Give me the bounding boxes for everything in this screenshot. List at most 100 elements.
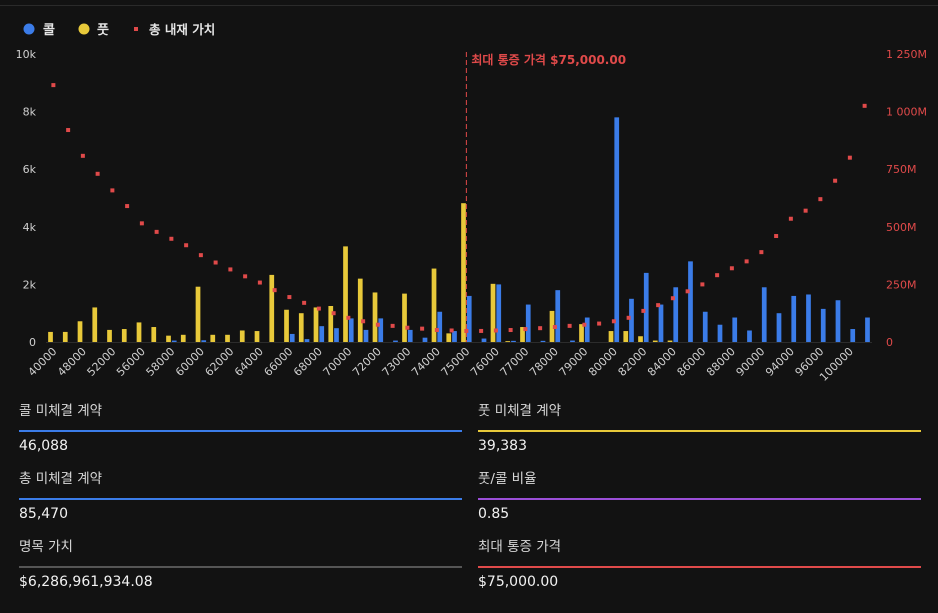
x-tick-label: 84000 [645, 345, 679, 379]
call-bar [658, 304, 664, 342]
intrinsic-point [818, 197, 823, 202]
intrinsic-point [567, 323, 572, 328]
put-bar [505, 341, 511, 342]
call-bar [555, 290, 561, 342]
put-bar [121, 329, 127, 342]
x-tick-label: 78000 [527, 345, 561, 379]
put-bar [254, 331, 260, 342]
intrinsic-point [302, 300, 307, 305]
put-bar [166, 335, 171, 342]
put-bar [239, 330, 245, 342]
call-bar [732, 317, 738, 342]
call-bar [201, 340, 207, 342]
legend-item-put[interactable]: 풋 [78, 23, 110, 38]
intrinsic-point [51, 83, 56, 88]
intrinsic-point [493, 328, 498, 333]
y-left-tick-label: 4k [23, 221, 37, 234]
intrinsic-point [538, 326, 543, 331]
put-bar [667, 340, 673, 342]
intrinsic-point [184, 243, 189, 248]
x-tick-label: 79000 [557, 345, 591, 379]
intrinsic-point [597, 321, 602, 326]
stat-rule [478, 430, 921, 432]
put-bar [579, 324, 584, 342]
stat-label: 콜 미체결 계약 [19, 403, 103, 419]
legend-item-intrinsic[interactable]: 총 내재 가치 [134, 22, 215, 37]
open-interest-chart: 콜 풋 총 내재 가치 0 2k 4k 6k 8k 10k 0 250M 500M 750M 1 0… [16, 22, 927, 384]
stat-label: 풋/콜 비율 [478, 471, 537, 487]
intrinsic-point [405, 325, 410, 330]
plot-area: 0 2k 4k 6k 8k 10k 0 250M 500M 750M 1 000M 1 250M 최대 … [16, 48, 927, 384]
x-tick-label: 77000 [498, 345, 532, 379]
x-tick-label: 60000 [173, 345, 207, 379]
call-bar [437, 311, 443, 342]
x-tick-label: 76000 [468, 345, 502, 379]
stat-put-oi: 풋 미체결 계약 39,383 [478, 396, 921, 464]
x-tick-label: 64000 [232, 345, 266, 379]
intrinsic-point [139, 221, 144, 226]
legend-item-call[interactable]: 콜 [23, 23, 56, 38]
put-bar [372, 292, 378, 342]
y-left-tick-label: 0 [29, 336, 36, 349]
intrinsic-point [243, 274, 248, 279]
put-bar [520, 327, 525, 342]
put-bar [652, 340, 658, 342]
put-bar [461, 203, 466, 342]
call-bar [791, 295, 797, 342]
intrinsic-point [66, 128, 71, 133]
call-bar [865, 317, 870, 342]
intrinsic-point [110, 188, 115, 193]
call-bar [511, 340, 516, 342]
stat-notional-value: 명목 가치 $6,286,961,934.08 [19, 532, 462, 600]
call-bar [393, 340, 398, 342]
stat-put-call-ratio: 풋/콜 비율 0.85 [478, 464, 921, 532]
call-bar [850, 329, 856, 342]
intrinsic-point [729, 266, 734, 271]
intrinsic-point [213, 260, 218, 265]
legend-intrinsic-label: 총 내재 가치 [149, 22, 215, 37]
x-tick-label: 66000 [262, 345, 296, 379]
put-bar [490, 283, 496, 342]
stat-value: $6,286,961,934.08 [19, 574, 153, 590]
x-tick-label: 40000 [26, 345, 60, 379]
call-legend-icon [23, 23, 35, 35]
y-right-tick-label: 750M [886, 163, 917, 176]
intrinsic-point [479, 328, 484, 333]
intrinsic-point [774, 234, 779, 239]
stat-label: 명목 가치 [19, 539, 73, 555]
call-bar [747, 330, 752, 342]
stat-rule [19, 430, 462, 432]
intrinsic-point [862, 103, 867, 108]
intrinsic-point [626, 315, 631, 320]
call-bar [776, 313, 782, 342]
max-pain-annotation: 최대 통증 가격 $75,000.00 [471, 52, 626, 67]
intrinsic-point [552, 325, 557, 330]
x-tick-label: 74000 [409, 345, 443, 379]
stat-rule [19, 498, 462, 500]
put-bar [195, 286, 201, 342]
y-left-tick-label: 10k [16, 48, 37, 61]
intrinsic-point [375, 322, 380, 327]
intrinsic-point [125, 204, 130, 209]
put-bar [210, 334, 216, 342]
intrinsic-point [803, 208, 808, 213]
call-bar [452, 331, 457, 342]
intrinsic-legend-icon [134, 27, 138, 31]
put-bar [151, 327, 157, 342]
stat-rule [19, 566, 462, 568]
x-tick-label: 68000 [291, 345, 325, 379]
y-right-tick-label: 1 250M [886, 48, 927, 61]
stat-rule [478, 566, 921, 568]
intrinsic-point [198, 253, 203, 258]
intrinsic-point [316, 306, 321, 311]
call-bar [304, 339, 310, 342]
intrinsic-point [331, 311, 336, 316]
intrinsic-point [759, 250, 764, 255]
intrinsic-point [449, 328, 454, 333]
call-bar [171, 340, 177, 342]
stat-label: 총 미체결 계약 [19, 471, 103, 487]
stat-max-pain: 최대 통증 가격 $75,000.00 [478, 532, 921, 600]
intrinsic-point [670, 296, 675, 301]
intrinsic-point [154, 229, 159, 234]
put-bar [62, 331, 68, 342]
